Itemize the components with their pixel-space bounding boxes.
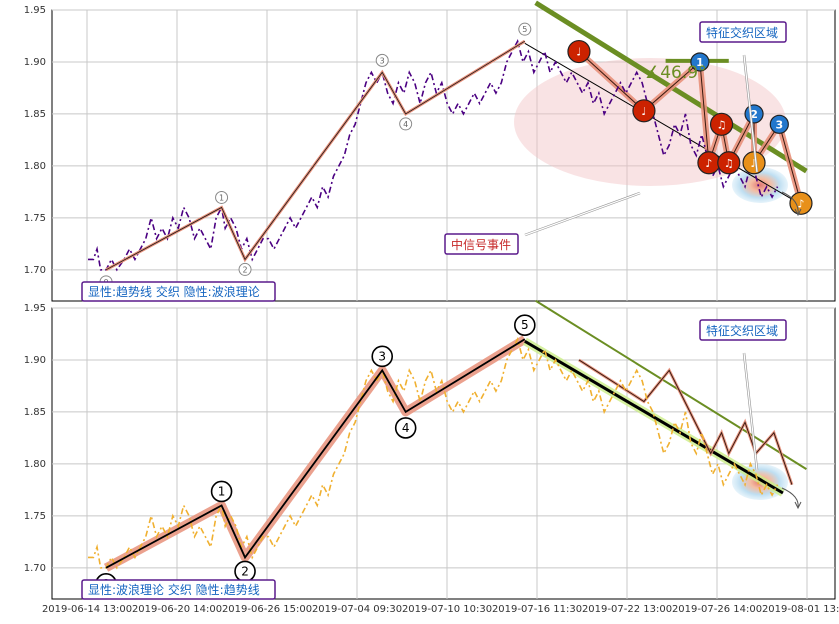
- price-layer: [88, 38, 779, 570]
- wave-marker-top: [375, 53, 389, 67]
- x-tick-label: 2019-07-22 13:00: [582, 604, 672, 615]
- note-marker: [769, 114, 789, 134]
- top-feature-zone-label: 特征交织区域: [706, 25, 778, 40]
- wave-number-bottom: 4: [402, 421, 410, 435]
- wave-marker-top: [238, 262, 252, 276]
- trend-lower-bottom: [524, 339, 784, 495]
- wave-number-top: 1: [219, 193, 224, 202]
- zigzag-line-top: [578, 51, 802, 204]
- x-tick-label: 2019-06-20 14:00: [132, 604, 222, 615]
- x-tick-label: 2019-07-26 14:00: [672, 604, 762, 615]
- note-glyph: ♪: [705, 157, 712, 170]
- note-glyph: ♫: [724, 157, 734, 170]
- y-tick-label: 1.80: [24, 161, 46, 172]
- wave-marker-bottom: [371, 345, 394, 368]
- note-marker: [690, 52, 710, 72]
- arrow-mid-signal-inner: [524, 192, 641, 236]
- grid-layer: 1.70 1.75 1.80 1.85 1.90 1.95 1.70 1.75 1.80 1.85…: [24, 5, 839, 615]
- wave-number-top: 4: [403, 120, 408, 129]
- bottom-feature-zone-label: 特征交织区域: [706, 323, 778, 338]
- wave-number-top: 3: [380, 56, 385, 65]
- wave-number-top: 2: [242, 265, 247, 274]
- note-marker: [709, 112, 734, 136]
- wave-number-bottom: 1: [218, 484, 226, 498]
- wave-number-bottom: 3: [378, 349, 386, 363]
- note-marker: [717, 151, 741, 175]
- mid-signal-box: [444, 233, 519, 255]
- note-marker: [789, 191, 813, 215]
- wave-number-top: 5: [522, 25, 527, 34]
- y-tick-label: 1.75: [24, 213, 46, 224]
- signal-zone-ellipse: [514, 58, 786, 186]
- trend-lower-top: [524, 42, 793, 200]
- top-mode-label-box: [81, 281, 276, 302]
- wave-number-bottom: 2: [241, 564, 249, 578]
- angle-label: ∡46.9°: [645, 63, 707, 83]
- wave-marker-top: [518, 22, 532, 36]
- curve-arrowhead-top: [794, 208, 802, 217]
- wave-marker-bottom: [394, 417, 417, 439]
- x-tick-label: 2019-08-01 13:00: [762, 604, 839, 615]
- note-glyph: ♫: [717, 118, 727, 131]
- wave-number-bottom: 5: [521, 318, 529, 332]
- note-glyph: 3: [775, 118, 783, 131]
- wave-marker-bottom: [210, 480, 233, 503]
- y-tick-label: 1.90: [24, 355, 46, 366]
- curve-arrowhead-bottom: [794, 501, 802, 510]
- curve-arrow-bottom: [781, 487, 799, 509]
- y-tick-label: 1.70: [24, 563, 46, 574]
- x-tick-label: 2019-06-14 13:00: [42, 604, 132, 615]
- top-feature-zone-box: [699, 21, 787, 43]
- x-tick-label: 2019-07-16 11:30: [492, 604, 582, 615]
- note-glyph: 1: [696, 56, 704, 69]
- y-tick-label: 1.95: [24, 303, 46, 314]
- trend-upper-bottom: [535, 299, 807, 470]
- trend-layer: [522, 0, 808, 497]
- zigzag-line-bottom: [578, 359, 793, 485]
- arrow-feature-top-inner: [743, 54, 758, 173]
- x-tick-label: 2019-07-04 09:30: [312, 604, 402, 615]
- top-feature-zone: [732, 167, 788, 203]
- curve-arrow-top: [781, 191, 799, 216]
- note-glyph: 2: [750, 108, 758, 121]
- y-tick-label: 1.85: [24, 407, 46, 418]
- y-tick-label: 1.70: [24, 265, 46, 276]
- wave-marker-top: [399, 117, 413, 131]
- note-marker: [632, 99, 656, 123]
- note-glyph: ♩: [576, 46, 581, 59]
- wave-line-bottom: [105, 338, 526, 569]
- bottom-feature-zone-box: [699, 319, 787, 341]
- bottom-mode-label: 显性:波浪理论 交织 隐性:趋势线: [88, 582, 260, 597]
- y-tick-label: 1.90: [24, 57, 46, 68]
- price-series-top: [88, 38, 779, 272]
- arrow-feature-bottom-inner: [743, 352, 758, 471]
- wave-marker-top: [215, 190, 229, 204]
- note-layer: ♩ ♩ 1 ♫ ♪ ♫ 2 ♪ 3 ♪: [524, 39, 813, 510]
- note-glyph: ♩: [641, 105, 646, 118]
- y-tick-label: 1.75: [24, 511, 46, 522]
- x-tick-label: 2019-06-26 15:00: [222, 604, 312, 615]
- x-tick-label: 2019-07-10 10:30: [402, 604, 492, 615]
- y-tick-label: 1.80: [24, 459, 46, 470]
- y-tick-label: 1.95: [24, 5, 46, 16]
- note-glyph: ♪: [797, 197, 804, 210]
- y-tick-label: 1.85: [24, 109, 46, 120]
- note-glyph: ♪: [751, 157, 758, 170]
- bottom-mode-label-box: [81, 579, 276, 600]
- top-mode-label: 显性:趋势线 交织 隐性:波浪理论: [88, 284, 260, 299]
- price-series-bottom: [88, 336, 779, 570]
- mid-signal-label: 中信号事件: [451, 237, 511, 252]
- wave-line-top: [105, 40, 526, 271]
- note-marker: [567, 39, 591, 64]
- wave-marker-bottom: [514, 314, 536, 336]
